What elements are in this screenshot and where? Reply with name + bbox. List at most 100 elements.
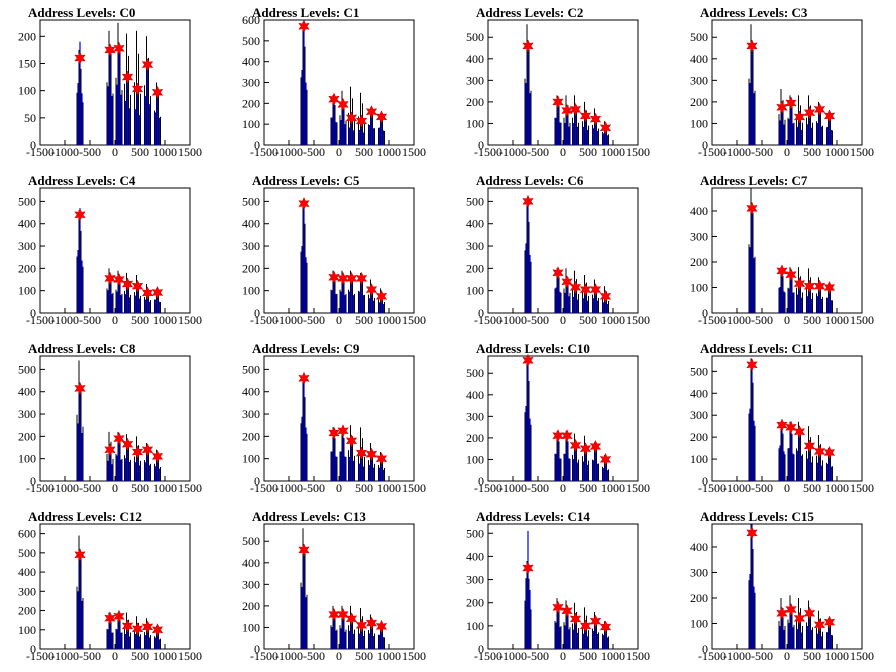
x-tick-label: 1500	[402, 145, 426, 159]
plot-frame	[39, 523, 191, 650]
level-marker	[823, 445, 836, 460]
x-tick-label: 500	[355, 649, 373, 663]
x-tick-label: -500	[303, 481, 325, 495]
level-marker	[345, 612, 358, 626]
level-marker	[151, 85, 164, 99]
level-marker	[522, 194, 534, 209]
chart-panel-12: Address Levels: C12 0 100 200 300 400 500 600 -1…	[18, 509, 202, 663]
x-tick-label: 0	[560, 145, 566, 159]
x-tick-label: -1000	[51, 313, 79, 327]
level-marker	[569, 102, 582, 117]
y-tick-label: 0	[30, 642, 36, 656]
level-marker	[104, 43, 116, 57]
x-tick-label: -500	[751, 145, 773, 159]
y-tick-label: 500	[242, 534, 260, 548]
x-tick-label: -1000	[723, 649, 751, 663]
chart-panel-7: Address Levels: C7 0 100 200 300 400 -1500-100…	[690, 173, 874, 327]
level-marker	[793, 611, 806, 626]
y-tick-label: 100	[242, 117, 260, 131]
level-marker	[823, 280, 836, 295]
y-tick-label: 500	[242, 362, 260, 376]
level-marker	[569, 280, 582, 294]
y-tick-label: 300	[18, 407, 36, 421]
y-tick-label: 200	[466, 261, 484, 275]
chart-panel-4: Address Levels: C40100200300400500-1500-…	[18, 173, 202, 327]
level-marker	[365, 447, 378, 461]
level-marker	[746, 39, 758, 53]
x-tick-label: 0	[336, 481, 342, 495]
x-tick-label: 0	[560, 649, 566, 663]
level-marker	[113, 431, 125, 446]
level-marker	[552, 600, 564, 614]
level-marker	[151, 623, 164, 637]
x-tick-label: 1500	[178, 481, 202, 495]
y-tick-label: 500	[690, 364, 708, 378]
x-tick-label: 1500	[402, 481, 426, 495]
plot-frame	[487, 19, 639, 146]
level-marker	[803, 439, 816, 453]
x-tick-label: 1000	[601, 145, 625, 159]
y-tick-label: 500	[242, 34, 260, 48]
x-tick-label: 1000	[377, 313, 401, 327]
level-marker	[131, 445, 144, 459]
x-tick-label: -500	[527, 481, 549, 495]
y-tick-label: 600	[242, 13, 260, 27]
level-marker	[776, 264, 788, 278]
y-tick-label: 100	[690, 280, 708, 294]
chart-panel-1: Address Levels: C1 0 100 200 300 400 500 600 -15…	[242, 5, 426, 159]
level-marker	[375, 452, 388, 466]
y-tick-label: 300	[18, 239, 36, 253]
panel-title: Address Levels: C4	[28, 173, 136, 188]
x-tick-label: -500	[751, 649, 773, 663]
x-tick-label: 500	[131, 481, 149, 495]
y-tick-label: 300	[18, 584, 36, 598]
y-tick-label: 0	[702, 474, 708, 488]
y-tick-label: 200	[242, 599, 260, 613]
y-tick-label: 0	[702, 138, 708, 152]
level-marker	[121, 619, 134, 633]
level-marker	[375, 619, 388, 634]
x-tick-label: -1500	[698, 481, 726, 495]
level-marker	[776, 418, 788, 432]
y-tick-label: 100	[466, 116, 484, 130]
level-marker	[776, 100, 788, 114]
level-marker	[785, 268, 797, 282]
x-tick-label: -1500	[26, 145, 54, 159]
level-marker	[74, 208, 86, 222]
level-marker	[141, 286, 154, 300]
level-marker	[561, 275, 573, 289]
y-tick-label: 600	[18, 527, 36, 541]
level-marker	[793, 425, 806, 439]
x-tick-label: -1000	[499, 313, 527, 327]
level-marker	[813, 102, 826, 117]
x-tick-label: -1500	[250, 145, 278, 159]
level-marker	[74, 381, 86, 396]
x-tick-label: -1000	[499, 145, 527, 159]
y-tick-label: 0	[702, 306, 708, 320]
level-marker	[104, 443, 116, 457]
y-tick-label: 300	[690, 73, 708, 87]
level-marker	[298, 543, 310, 557]
level-marker	[599, 121, 612, 135]
panel-title: Address Levels: C12	[28, 509, 142, 524]
level-marker	[355, 114, 368, 128]
y-tick-label: 400	[690, 540, 708, 554]
level-marker	[803, 279, 816, 293]
y-tick-label: 100	[466, 284, 484, 298]
level-marker	[131, 622, 144, 636]
x-tick-label: 500	[803, 481, 821, 495]
x-tick-label: 1000	[377, 481, 401, 495]
x-tick-label: 1000	[825, 145, 849, 159]
y-tick-label: 50	[24, 111, 36, 125]
y-tick-label: 400	[242, 55, 260, 69]
plot-frame	[711, 187, 863, 314]
level-marker	[569, 438, 582, 453]
level-marker	[375, 110, 388, 124]
level-marker	[589, 282, 602, 297]
x-tick-label: -1500	[250, 481, 278, 495]
y-tick-label: 0	[254, 306, 260, 320]
panel-title: Address Levels: C7	[700, 173, 808, 188]
y-tick-label: 200	[242, 429, 260, 443]
level-marker	[141, 443, 154, 457]
panel-title: Address Levels: C9	[252, 341, 360, 356]
